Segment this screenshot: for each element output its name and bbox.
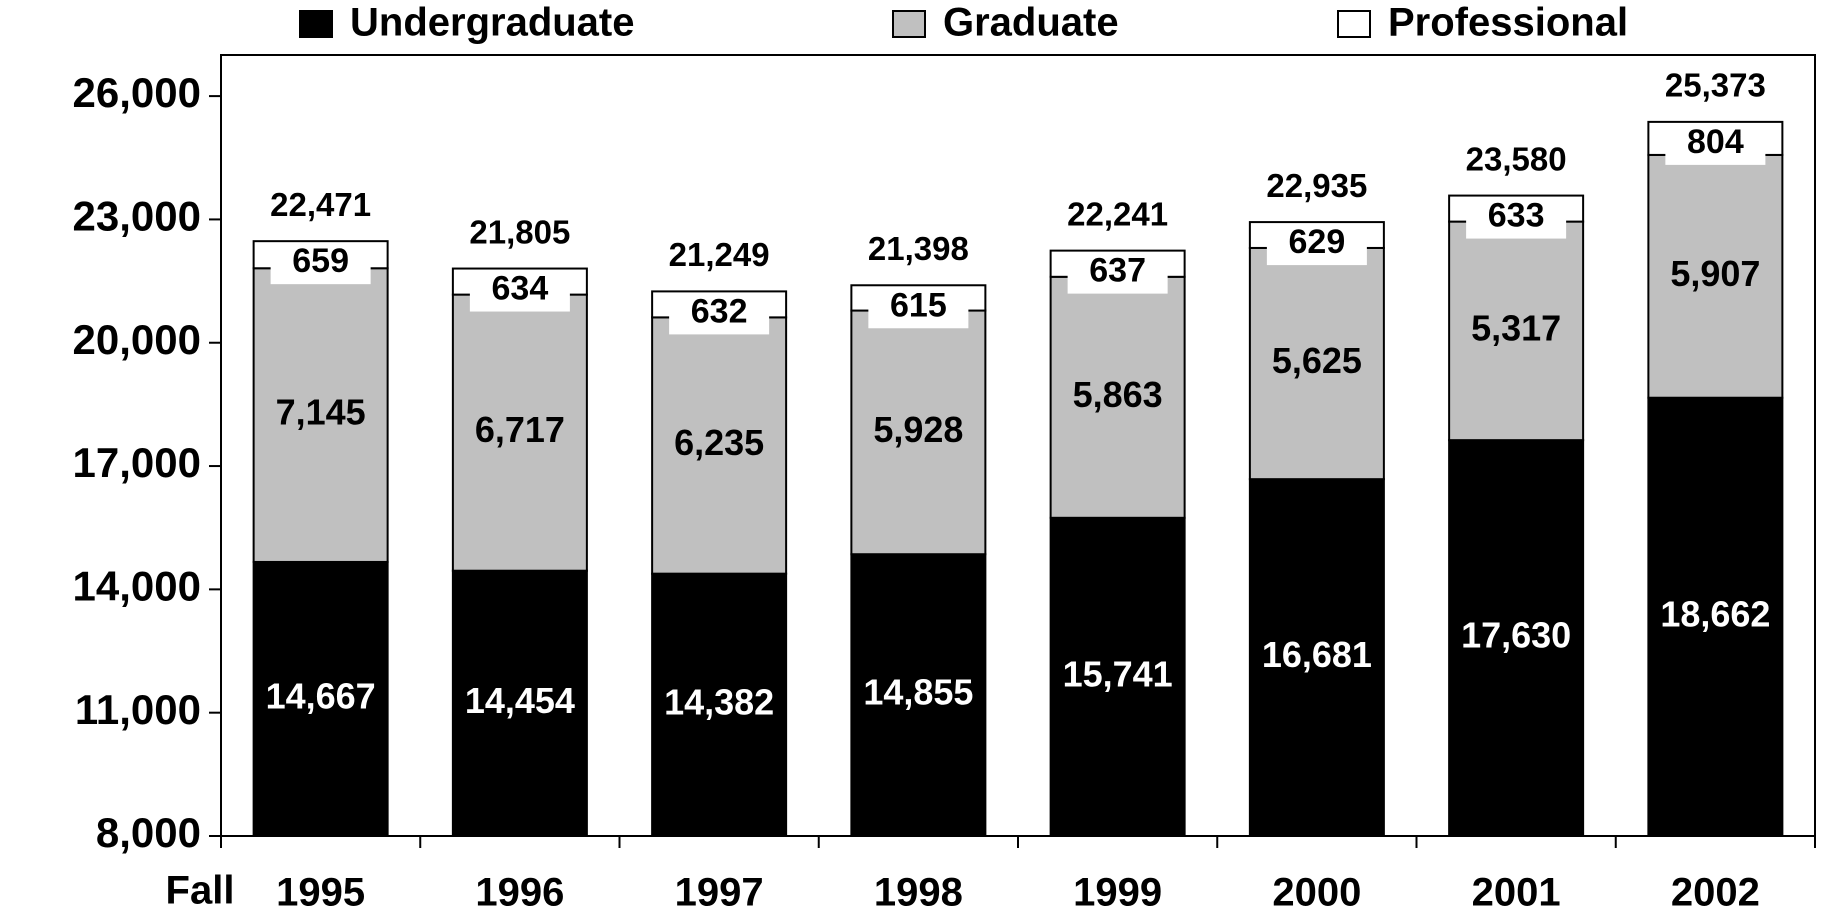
value-label: 637 (1089, 252, 1146, 290)
y-tick-label: 23,000 (73, 193, 201, 240)
bar-segment (651, 572, 788, 837)
bar-segment (1647, 153, 1784, 399)
label-box (1466, 198, 1567, 239)
legend-label: Undergraduate (350, 1, 635, 45)
y-tick-label: 26,000 (73, 69, 201, 116)
bar-segment (1049, 516, 1186, 837)
value-label: 17,630 (1461, 615, 1571, 656)
x-tick-label: 2001 (1472, 871, 1561, 914)
legend-label: Professional (1388, 1, 1628, 45)
value-label: 5,625 (1272, 340, 1362, 381)
x-tick-label: 1998 (874, 871, 963, 914)
y-tick-label: 8,000 (96, 809, 201, 856)
value-label: 615 (890, 286, 947, 324)
value-label: 629 (1289, 223, 1346, 261)
bar-segment (850, 553, 987, 838)
value-label: 804 (1687, 123, 1744, 161)
bar-segment (252, 560, 389, 838)
total-label: 21,249 (669, 236, 770, 273)
x-axis-label: Fall (166, 869, 235, 913)
value-label: 633 (1488, 197, 1545, 235)
bar-segment (1647, 396, 1784, 837)
x-tick-label: 1999 (1073, 871, 1162, 914)
total-label: 22,471 (270, 186, 371, 223)
legend-label: Graduate (943, 1, 1119, 45)
label-box (1266, 225, 1367, 266)
value-label: 14,454 (465, 680, 575, 721)
bar-segment (651, 316, 788, 575)
total-label: 21,805 (469, 213, 570, 250)
x-tick-label: 1997 (675, 871, 764, 914)
value-label: 632 (691, 292, 748, 330)
value-label: 18,662 (1660, 593, 1770, 634)
value-label: 634 (492, 270, 549, 308)
value-label: 6,717 (475, 409, 565, 450)
value-label: 15,741 (1063, 653, 1173, 694)
total-label: 25,373 (1665, 67, 1766, 104)
bar-segment (1448, 439, 1585, 837)
value-label: 5,928 (873, 409, 963, 450)
x-tick-label: 2002 (1671, 871, 1760, 914)
x-tick-label: 2000 (1272, 871, 1361, 914)
total-label: 22,935 (1266, 167, 1367, 204)
total-label: 23,580 (1466, 140, 1567, 177)
bar-segment (1049, 275, 1186, 519)
value-label: 7,145 (276, 392, 366, 433)
label-box (1067, 253, 1168, 294)
value-label: 16,681 (1262, 634, 1372, 675)
y-tick-label: 14,000 (73, 562, 201, 609)
value-label: 5,863 (1073, 374, 1163, 415)
bar-segment (850, 309, 987, 556)
value-label: 14,855 (863, 672, 973, 713)
bar-segment (1248, 246, 1385, 481)
value-label: 14,382 (664, 681, 774, 722)
value-label: 659 (292, 242, 349, 280)
value-label: 5,317 (1471, 307, 1561, 348)
x-tick-label: 1995 (276, 871, 365, 914)
x-tick-label: 1996 (475, 871, 564, 914)
y-tick-label: 17,000 (73, 439, 201, 486)
y-tick-label: 11,000 (75, 686, 201, 733)
value-label: 5,907 (1670, 253, 1760, 294)
label-box (868, 288, 969, 329)
total-label: 22,241 (1067, 195, 1168, 232)
y-tick-label: 20,000 (73, 316, 201, 363)
label-box (469, 271, 570, 312)
legend-swatch (892, 10, 926, 38)
legend-swatch (299, 10, 333, 38)
label-box (270, 244, 371, 285)
total-label: 21,398 (868, 230, 969, 267)
legend-swatch (1337, 10, 1371, 38)
bar-segment (1248, 478, 1385, 837)
label-box (1665, 124, 1766, 165)
value-label: 6,235 (674, 422, 764, 463)
value-label: 14,667 (266, 675, 376, 716)
bar-segment (451, 293, 588, 572)
bar-segment (451, 569, 588, 837)
label-box (669, 294, 770, 335)
